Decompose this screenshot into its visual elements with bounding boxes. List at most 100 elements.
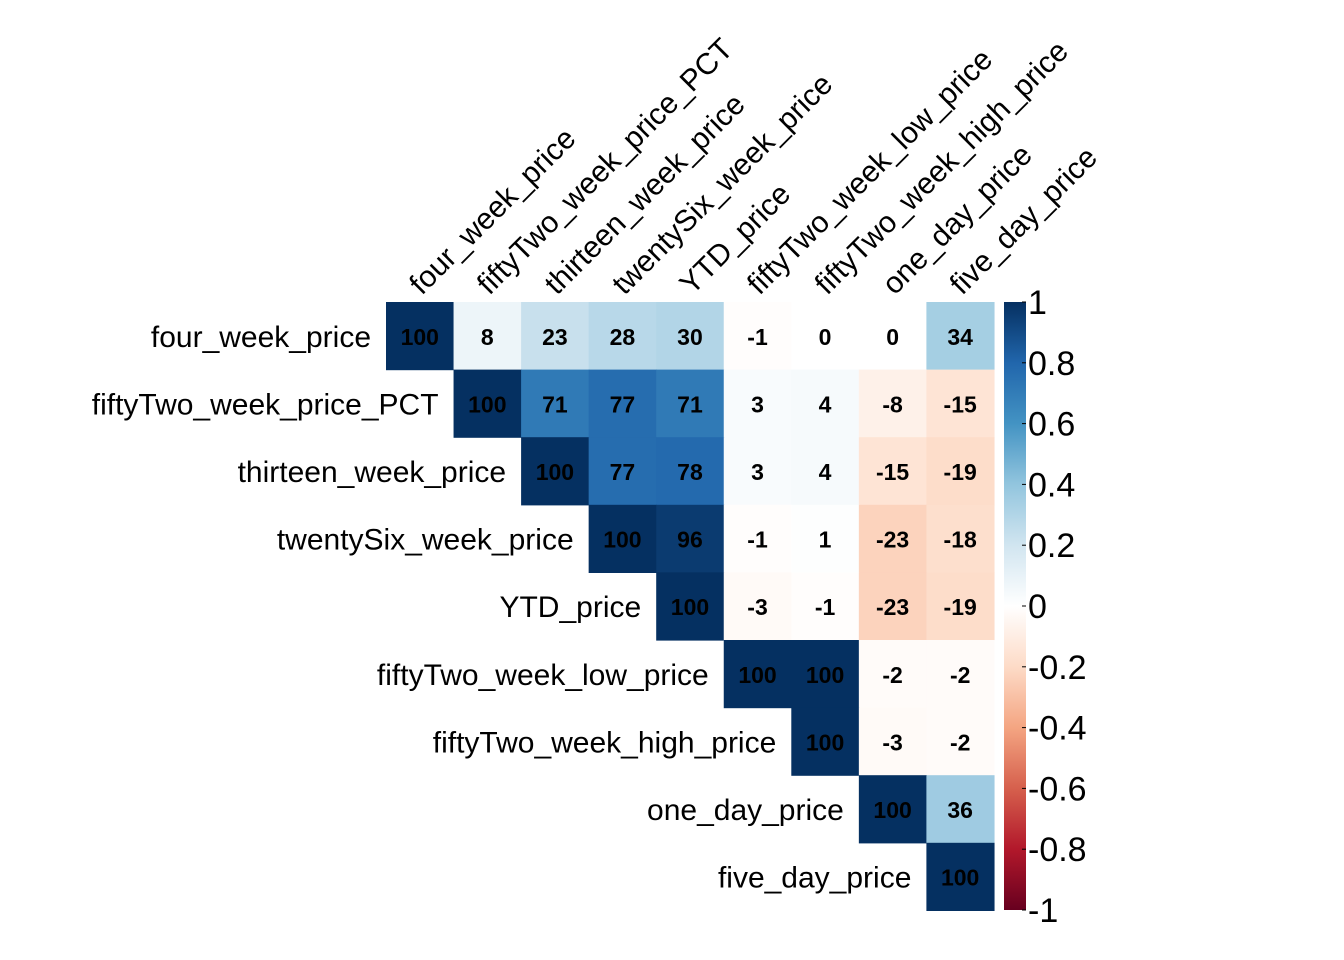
colorbar-tick-label: -1 <box>1028 892 1058 930</box>
heatmap-cell-five_day_price-five_day_price <box>926 842 995 911</box>
cell-value-label: 100 <box>806 729 844 755</box>
cell-value-label: 100 <box>468 391 506 417</box>
cell-value-label: -23 <box>876 527 909 553</box>
cell-value-label: 23 <box>542 324 568 350</box>
colorbar-tick-label: 0.8 <box>1028 345 1075 383</box>
cell-value-label: -19 <box>944 459 977 485</box>
cell-value-label: -23 <box>876 594 909 620</box>
colorbar-tick-label: 0.6 <box>1028 406 1075 444</box>
cell-value-label: 34 <box>947 324 973 350</box>
cell-value-label: 100 <box>738 662 776 688</box>
heatmap-cell-YTD_price-fiftyTwo_week_high_price <box>791 572 860 641</box>
heatmap-cell-YTD_price-five_day_price <box>926 572 995 641</box>
cell-value-label: 100 <box>806 662 844 688</box>
heatmap-cell-twentySix_week_price-twentySix_week_price <box>588 504 657 573</box>
heatmap-cell-thirteen_week_price-fiftyTwo_week_low_price <box>723 437 792 506</box>
cell-value-label: 100 <box>941 865 979 891</box>
cell-value-label: -18 <box>944 527 977 553</box>
cell-value-label: 0 <box>886 324 899 350</box>
row-labels: four_week_price fiftyTwo_week_price_PCTth… <box>92 321 912 895</box>
cell-value-label: -19 <box>944 594 977 620</box>
cell-value-label: -15 <box>876 459 909 485</box>
row-label-five_day_price: five_day_price <box>718 862 911 895</box>
cell-value-label: 78 <box>677 459 703 485</box>
cell-value-label: 71 <box>677 391 703 417</box>
heatmap-cell-four_week_price-thirteen_week_price <box>521 302 590 371</box>
column-labels: four_week_pricefiftyTwo_week_price_PCTth… <box>403 32 1104 301</box>
colorbar-tick-label: -0.4 <box>1028 710 1087 748</box>
heatmap-cell-fiftyTwo_week_high_price-five_day_price <box>926 707 995 776</box>
heatmap-cell-fiftyTwo_week_low_price-fiftyTwo_week_low_price <box>723 640 792 709</box>
cell-value-label: 36 <box>947 797 973 823</box>
heatmap-cell-fiftyTwo_week_price_PCT-fiftyTwo_week_price_PCT <box>453 369 522 438</box>
row-label-four_week_price: four_week_price <box>151 321 371 354</box>
cell-value-label: 100 <box>536 459 574 485</box>
cell-value-label: 8 <box>481 324 494 350</box>
cell-value-label: 100 <box>873 797 911 823</box>
row-label-twentySix_week_price: twentySix_week_price <box>277 524 574 557</box>
heatmap-cell-fiftyTwo_week_price_PCT-one_day_price <box>858 369 927 438</box>
heatmap-cell-four_week_price-fiftyTwo_week_high_price <box>791 302 860 371</box>
row-label-fiftyTwo_week_low_price: fiftyTwo_week_low_price <box>377 659 709 692</box>
heatmap-cell-four_week_price-twentySix_week_price <box>588 302 657 371</box>
heatmap-cell-thirteen_week_price-fiftyTwo_week_high_price <box>791 437 860 506</box>
cell-value-label: 4 <box>819 391 832 417</box>
cell-value-label: 3 <box>751 391 764 417</box>
cell-value-label: -2 <box>950 662 970 688</box>
cell-value-label: 77 <box>610 391 636 417</box>
heatmap-cell-fiftyTwo_week_high_price-fiftyTwo_week_high_price <box>791 707 860 776</box>
heatmap-cell-fiftyTwo_week_low_price-one_day_price <box>858 640 927 709</box>
row-label-thirteen_week_price: thirteen_week_price <box>238 456 507 489</box>
cell-value-label: -1 <box>747 527 768 553</box>
heatmap-cell-four_week_price-five_day_price <box>926 302 995 371</box>
heatmap-cell-fiftyTwo_week_price_PCT-five_day_price <box>926 369 995 438</box>
cell-value-label: 77 <box>610 459 636 485</box>
colorbar-tick-label: 0.4 <box>1028 466 1075 504</box>
row-label-YTD_price: YTD_price <box>499 591 641 624</box>
colorbar-tick-label: -0.2 <box>1028 649 1087 687</box>
colorbar-tick-label: 0.2 <box>1028 527 1075 565</box>
colorbar-tick-label: 0 <box>1028 588 1047 626</box>
colorbar-tick-label: 1 <box>1028 284 1047 322</box>
heatmap-cell-twentySix_week_price-YTD_price <box>656 504 725 573</box>
heatmap-cell-four_week_price-fiftyTwo_week_low_price <box>723 302 792 371</box>
heatmap-cell-YTD_price-fiftyTwo_week_low_price <box>723 572 792 641</box>
cell-value-label: -1 <box>747 324 768 350</box>
heatmap-cell-one_day_price-five_day_price <box>926 775 995 844</box>
cell-value-label: 0 <box>819 324 832 350</box>
row-label-one_day_price: one_day_price <box>647 794 844 827</box>
cell-value-label: 3 <box>751 459 764 485</box>
heatmap-cell-twentySix_week_price-fiftyTwo_week_high_price <box>791 504 860 573</box>
heatmap-cell-fiftyTwo_week_price_PCT-fiftyTwo_week_low_price <box>723 369 792 438</box>
heatmap-cell-four_week_price-one_day_price <box>858 302 927 371</box>
cell-value-label: -1 <box>815 594 836 620</box>
heatmap-cell-fiftyTwo_week_price_PCT-fiftyTwo_week_high_price <box>791 369 860 438</box>
column-label-fiftyTwo_week_high_price: fiftyTwo_week_high_price <box>809 35 1075 301</box>
heatmap-cell-fiftyTwo_week_high_price-one_day_price <box>858 707 927 776</box>
heatmap-cell-thirteen_week_price-thirteen_week_price <box>521 437 590 506</box>
heatmap-cell-fiftyTwo_week_price_PCT-twentySix_week_price <box>588 369 657 438</box>
colorbar-tick-label: -0.8 <box>1028 831 1087 869</box>
row-label-fiftyTwo_week_high_price: fiftyTwo_week_high_price <box>433 726 777 759</box>
colorbar-tick-label: -0.6 <box>1028 770 1087 808</box>
cell-value-label: -15 <box>944 391 977 417</box>
heatmap-cells <box>386 302 995 911</box>
heatmap-cell-one_day_price-one_day_price <box>858 775 927 844</box>
cell-value-label: -3 <box>882 729 902 755</box>
color-legend: 1 0.8 0.6 0.4 0.2 0 -0.2 -0.4 -0.6 -0.8 -1 <box>1004 284 1087 930</box>
heatmap-cell-thirteen_week_price-twentySix_week_price <box>588 437 657 506</box>
cell-value-label: 71 <box>542 391 568 417</box>
cell-value-label: -8 <box>882 391 903 417</box>
heatmap-cell-YTD_price-one_day_price <box>858 572 927 641</box>
heatmap-cell-fiftyTwo_week_price_PCT-YTD_price <box>656 369 725 438</box>
cell-value-label: 96 <box>677 527 703 553</box>
row-label-fiftyTwo_week_price_PCT: fiftyTwo_week_price_PCT <box>92 388 439 421</box>
heatmap-cell-four_week_price-YTD_price <box>656 302 725 371</box>
heatmap-cell-twentySix_week_price-fiftyTwo_week_low_price <box>723 504 792 573</box>
heatmap-cell-four_week_price-fiftyTwo_week_price_PCT <box>453 302 522 371</box>
cell-value-label: 100 <box>671 594 709 620</box>
heatmap-cell-YTD_price-YTD_price <box>656 572 725 641</box>
cell-value-label: 1 <box>819 527 832 553</box>
